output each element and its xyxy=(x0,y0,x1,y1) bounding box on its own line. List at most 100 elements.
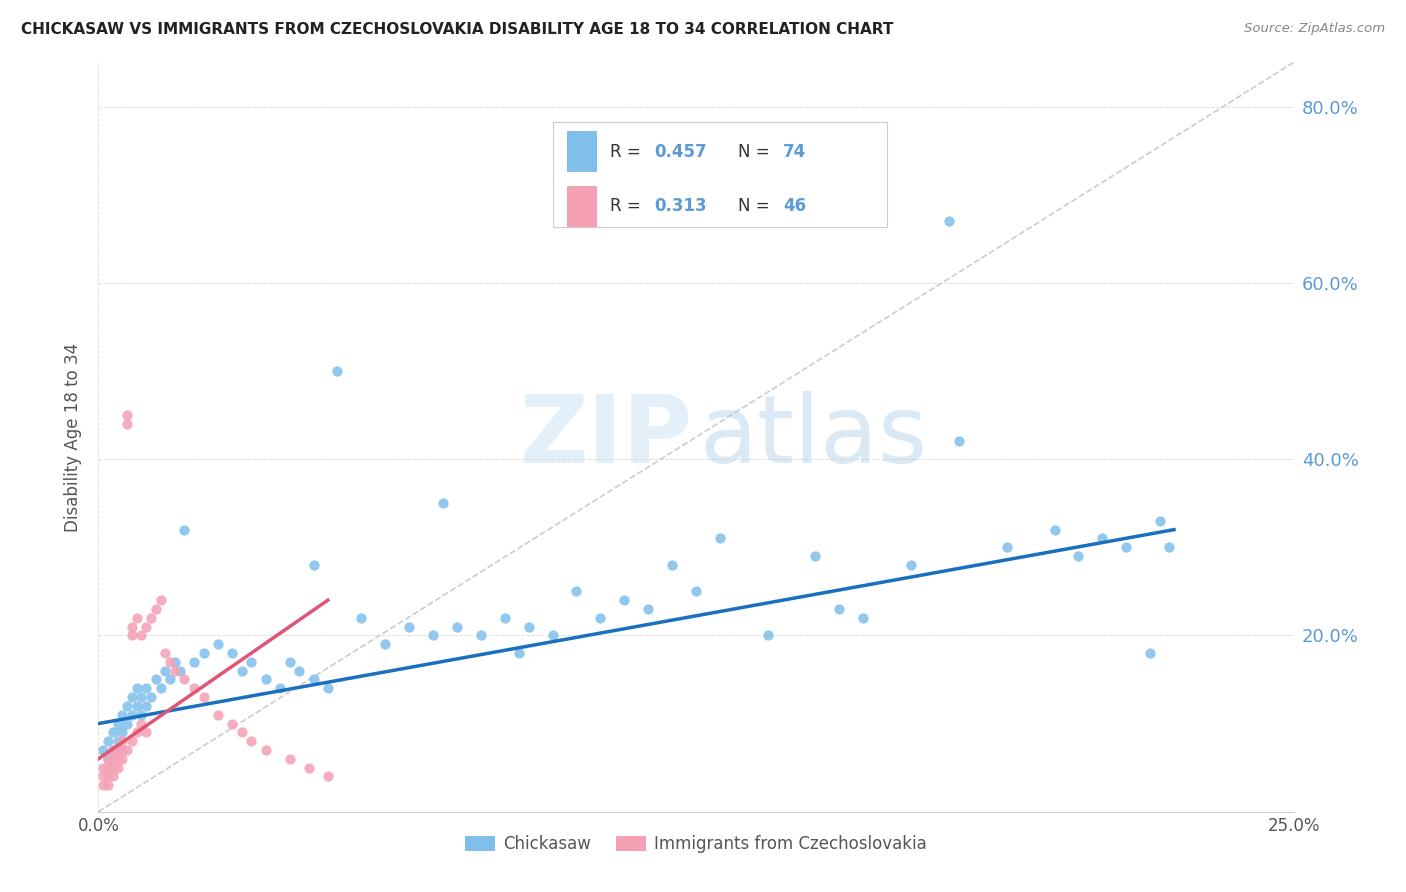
Point xyxy=(121,628,143,642)
Point xyxy=(101,725,124,739)
Text: N =: N = xyxy=(738,197,775,215)
Point xyxy=(231,725,253,739)
Point xyxy=(1067,549,1090,563)
Point xyxy=(149,593,172,607)
Point xyxy=(115,408,138,422)
Point xyxy=(111,752,134,766)
Point xyxy=(183,681,205,696)
Point xyxy=(1115,541,1137,555)
Y-axis label: Disability Age 18 to 34: Disability Age 18 to 34 xyxy=(65,343,83,532)
Text: R =: R = xyxy=(610,143,645,161)
Point xyxy=(432,496,454,510)
Text: R =: R = xyxy=(610,197,645,215)
Text: 46: 46 xyxy=(783,197,806,215)
Point xyxy=(938,214,960,228)
Point xyxy=(111,725,134,739)
Point xyxy=(159,655,181,669)
Point xyxy=(135,681,157,696)
Point xyxy=(97,769,120,783)
Point xyxy=(1091,532,1114,546)
FancyBboxPatch shape xyxy=(567,186,596,227)
Point xyxy=(302,558,325,572)
Point xyxy=(125,698,148,713)
Point xyxy=(193,690,215,705)
Text: 0.457: 0.457 xyxy=(654,143,707,161)
Point xyxy=(163,664,186,678)
Point xyxy=(494,611,516,625)
Point xyxy=(240,655,263,669)
Point xyxy=(541,628,564,642)
Point xyxy=(900,558,922,572)
Point xyxy=(97,734,120,748)
Point xyxy=(183,655,205,669)
Point xyxy=(125,611,148,625)
Point xyxy=(101,769,124,783)
Point xyxy=(193,646,215,660)
Point xyxy=(115,716,138,731)
Point xyxy=(107,743,129,757)
Point xyxy=(685,584,707,599)
Point xyxy=(231,664,253,678)
Point xyxy=(101,743,124,757)
Point xyxy=(278,752,301,766)
Point xyxy=(1139,646,1161,660)
Point xyxy=(1043,523,1066,537)
Point xyxy=(756,628,779,642)
Point xyxy=(852,611,875,625)
Point xyxy=(155,646,177,660)
Point xyxy=(163,655,186,669)
Point xyxy=(107,734,129,748)
Point xyxy=(101,743,124,757)
Point xyxy=(637,602,659,616)
Point xyxy=(121,619,143,633)
Point xyxy=(316,769,339,783)
Text: N =: N = xyxy=(738,143,775,161)
Point xyxy=(207,637,229,651)
Point xyxy=(422,628,444,642)
Point xyxy=(221,646,243,660)
Point xyxy=(302,673,325,687)
Point xyxy=(278,655,301,669)
Point xyxy=(470,628,492,642)
Point xyxy=(91,778,114,792)
Point xyxy=(131,707,153,722)
Point xyxy=(97,752,120,766)
Point xyxy=(145,673,167,687)
Point xyxy=(1159,541,1181,555)
Point xyxy=(135,725,157,739)
Point xyxy=(91,769,114,783)
Point xyxy=(254,743,277,757)
Point xyxy=(111,734,134,748)
Point xyxy=(948,434,970,449)
Point xyxy=(589,611,612,625)
Point xyxy=(125,681,148,696)
Text: ZIP: ZIP xyxy=(519,391,692,483)
Point xyxy=(316,681,339,696)
Point xyxy=(121,707,143,722)
FancyBboxPatch shape xyxy=(567,131,596,172)
Point xyxy=(995,541,1018,555)
Point xyxy=(131,716,153,731)
Point xyxy=(139,690,162,705)
Point xyxy=(613,593,636,607)
Point xyxy=(517,619,540,633)
Point xyxy=(97,778,120,792)
Point xyxy=(804,549,827,563)
Point xyxy=(1149,514,1171,528)
Point xyxy=(709,532,731,546)
Point xyxy=(254,673,277,687)
Point xyxy=(121,734,143,748)
Point xyxy=(661,558,683,572)
Point xyxy=(107,716,129,731)
Point xyxy=(111,743,134,757)
Point xyxy=(131,628,153,642)
Point xyxy=(111,707,134,722)
Point xyxy=(221,716,243,731)
Point xyxy=(350,611,373,625)
Text: 0.313: 0.313 xyxy=(654,197,707,215)
Point xyxy=(101,761,124,775)
Point xyxy=(240,734,263,748)
Legend: Chickasaw, Immigrants from Czechoslovakia: Chickasaw, Immigrants from Czechoslovaki… xyxy=(458,829,934,860)
Point xyxy=(97,752,120,766)
Text: 74: 74 xyxy=(783,143,807,161)
